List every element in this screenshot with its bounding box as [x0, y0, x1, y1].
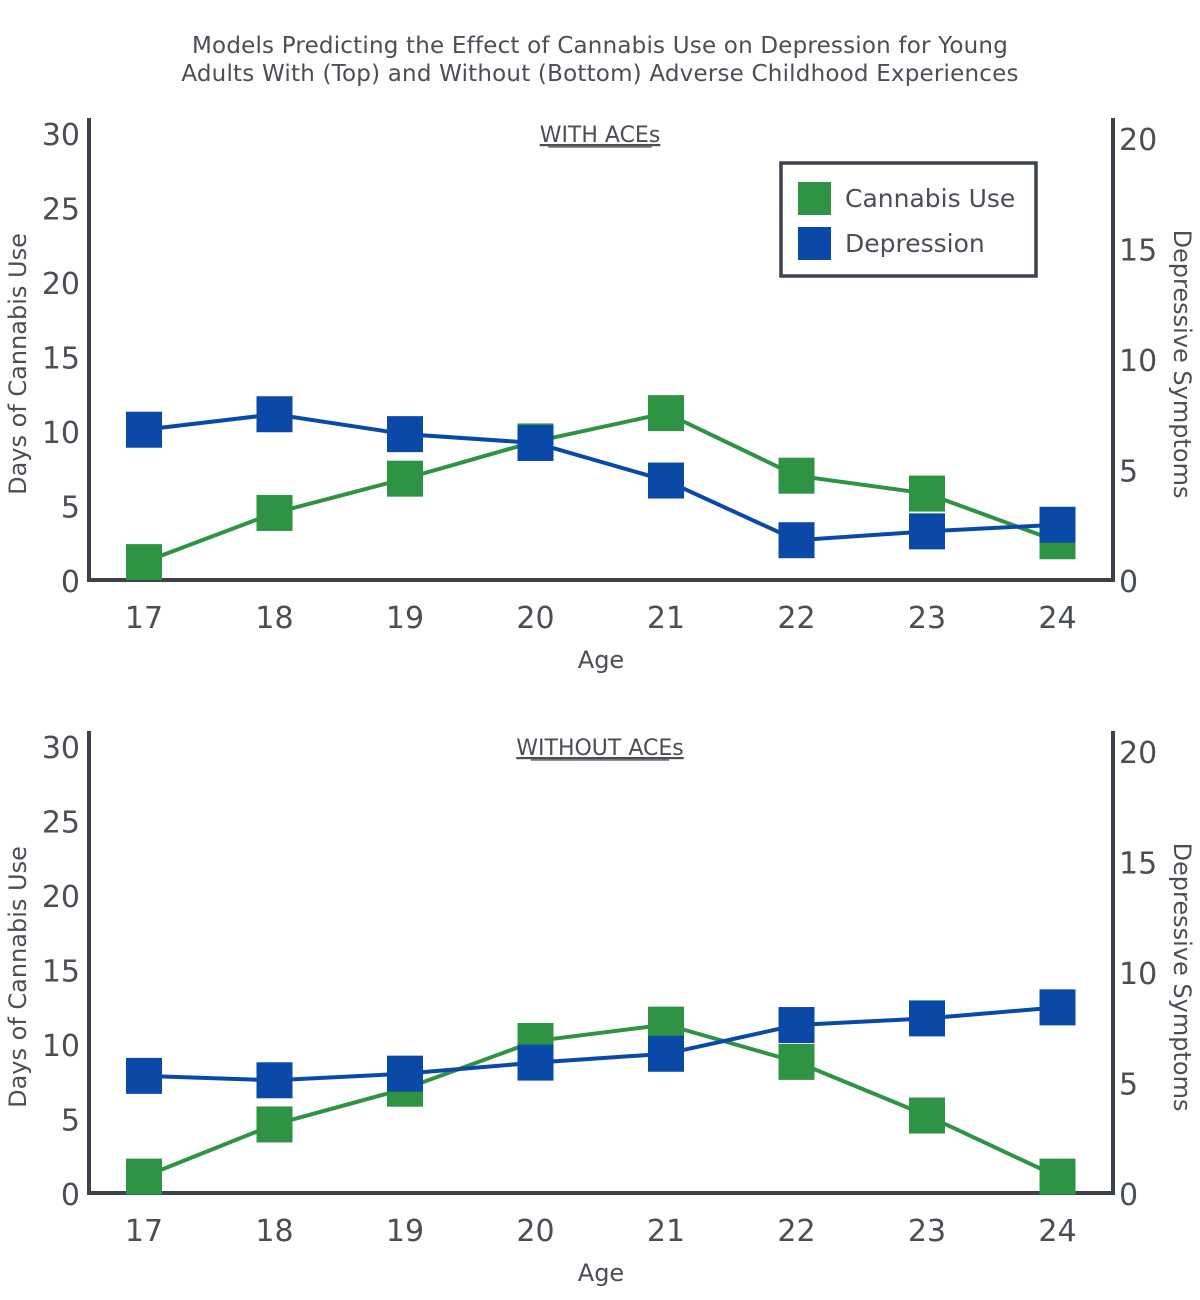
cannabis-point — [1039, 1158, 1076, 1195]
left-tick-label: 25 — [42, 806, 80, 841]
cannabis-point — [909, 475, 945, 512]
depression-point — [126, 1057, 162, 1094]
depression-point — [909, 513, 945, 550]
left-tick-label: 20 — [42, 880, 80, 915]
y-axis-label: Days of Cannabis Use — [4, 233, 32, 495]
x-axis-label: Age — [578, 1259, 624, 1287]
x-tick-label: 20 — [516, 601, 554, 636]
right-tick-label: 5 — [1119, 1068, 1138, 1103]
depression-series-line — [143, 412, 1058, 543]
x-tick-label: 24 — [1038, 1214, 1076, 1249]
x-tick-label: 21 — [647, 1214, 685, 1249]
x-tick-label: 23 — [908, 601, 946, 636]
legend-depression-label: Depression — [845, 229, 985, 258]
x-tick-label: 19 — [386, 1214, 424, 1249]
x-tick-label: 18 — [255, 601, 293, 636]
depression-point — [778, 522, 815, 559]
cannabis-point — [256, 1106, 293, 1143]
cannabis-series-line — [143, 1022, 1059, 1179]
x-tick-label: 20 — [516, 1214, 554, 1249]
cannabis-point — [126, 1158, 162, 1195]
cannabis-point — [909, 1097, 945, 1134]
chart-without-aces: 0 5 10 15 20 25 30 0 5 10 15 20 17 18 19 20 21 22 23 24 Days… — [4, 731, 1196, 1287]
cannabis-point — [648, 395, 684, 432]
panel-title: WITHOUT ACEs — [516, 736, 683, 761]
legend: Cannabis Use Depression — [779, 161, 1038, 278]
chart-with-aces: 0 5 10 15 20 25 30 0 5 10 15 20 17 18 19 20 21 22 23 24 Days… — [4, 118, 1196, 674]
right-tick-label: 10 — [1119, 957, 1157, 992]
x-tick-label: 21 — [647, 601, 685, 636]
x-tick-label: 19 — [386, 601, 424, 636]
depression-point — [648, 462, 684, 499]
right-tick-label: 20 — [1119, 736, 1157, 771]
y-axis-label: Days of Cannabis Use — [4, 846, 32, 1108]
depression-point — [387, 1055, 423, 1092]
cannabis-point — [126, 544, 162, 581]
depression-point — [126, 411, 162, 448]
legend-cannabis-label: Cannabis Use — [845, 184, 1015, 213]
panel-title: WITH ACEs — [540, 123, 661, 148]
depression-series-line — [143, 1005, 1058, 1083]
right-tick-label: 20 — [1119, 123, 1157, 158]
y2-axis-label: Depressive Symptoms — [1168, 843, 1196, 1112]
depression-point — [778, 1007, 815, 1044]
depression-point — [256, 396, 293, 433]
x-tick-label: 22 — [777, 601, 815, 636]
left-tick-label: 0 — [61, 1178, 80, 1213]
left-tick-label: 5 — [61, 1104, 80, 1139]
left-tick-label: 10 — [42, 416, 80, 451]
right-tick-label: 5 — [1119, 455, 1138, 490]
right-tick-label: 0 — [1119, 1178, 1138, 1213]
figure-title-line-1: Models Predicting the Effect of Cannabis… — [192, 33, 1008, 59]
left-tick-label: 25 — [42, 193, 80, 228]
x-tick-label: 24 — [1038, 601, 1076, 636]
x-tick-label: 18 — [255, 1214, 293, 1249]
left-tick-label: 0 — [61, 565, 80, 600]
right-tick-label: 15 — [1119, 234, 1157, 269]
right-tick-label: 15 — [1119, 847, 1157, 882]
depression-point — [256, 1062, 293, 1099]
depression-point — [387, 416, 423, 453]
legend-depression-swatch — [798, 227, 831, 260]
depression-point — [648, 1035, 684, 1072]
right-tick-label: 10 — [1119, 344, 1157, 379]
left-tick-label: 30 — [42, 118, 80, 153]
cannabis-series-line — [143, 411, 1059, 564]
left-tick-label: 10 — [42, 1029, 80, 1064]
cannabis-point — [256, 494, 293, 531]
depression-point — [1039, 989, 1076, 1026]
cannabis-point — [778, 1043, 815, 1080]
depression-point — [909, 1000, 945, 1037]
left-tick-label: 15 — [42, 342, 80, 377]
depression-point — [1039, 506, 1076, 543]
legend-cannabis-swatch — [798, 182, 831, 215]
left-tick-label: 15 — [42, 955, 80, 990]
x-tick-label: 22 — [777, 1214, 815, 1249]
depression-point — [517, 1044, 554, 1081]
cannabis-point — [778, 457, 815, 494]
y2-axis-label: Depressive Symptoms — [1168, 230, 1196, 499]
x-tick-label: 17 — [125, 601, 163, 636]
left-tick-label: 20 — [42, 267, 80, 302]
left-tick-label: 30 — [42, 731, 80, 766]
left-tick-label: 5 — [61, 491, 80, 526]
x-axis-label: Age — [578, 646, 624, 674]
cannabis-point — [387, 460, 423, 497]
depression-point — [517, 424, 554, 461]
x-tick-label: 17 — [125, 1214, 163, 1249]
right-tick-label: 0 — [1119, 565, 1138, 600]
figure-title-line-2: Adults With (Top) and Without (Bottom) A… — [181, 61, 1019, 87]
x-tick-label: 23 — [908, 1214, 946, 1249]
